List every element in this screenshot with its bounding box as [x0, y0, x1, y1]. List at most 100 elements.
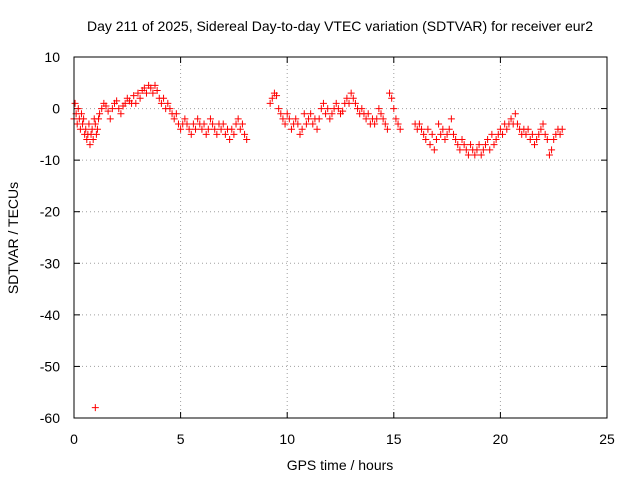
- data-point: [232, 120, 240, 128]
- data-point: [287, 125, 295, 133]
- data-point: [548, 146, 556, 154]
- data-point: [511, 110, 519, 118]
- data-point: [268, 94, 276, 102]
- data-point: [204, 125, 212, 133]
- data-point: [292, 115, 300, 123]
- data-point: [93, 125, 101, 133]
- y-tick-label: -50: [40, 358, 60, 374]
- data-point: [147, 84, 155, 92]
- data-point: [228, 125, 236, 133]
- data-point: [486, 146, 494, 154]
- data-point: [96, 110, 104, 118]
- data-point: [209, 120, 217, 128]
- data-point: [326, 115, 334, 123]
- data-point: [219, 120, 227, 128]
- data-point: [349, 94, 357, 102]
- data-point: [104, 107, 112, 115]
- data-point: [499, 130, 507, 138]
- axis-ticks: 0 5 10 15 20 25 10 0 -10 -20 -30 -40 -50 -60: [40, 49, 615, 447]
- data-point: [452, 136, 460, 144]
- data-point: [313, 125, 321, 133]
- data-point: [71, 99, 79, 107]
- data-point: [447, 115, 455, 123]
- data-point: [136, 94, 144, 102]
- data-point: [164, 99, 172, 107]
- data-point: [556, 130, 564, 138]
- data-point: [537, 125, 545, 133]
- data-point: [332, 99, 340, 107]
- data-point: [477, 151, 485, 159]
- data-point: [211, 125, 219, 133]
- data-point: [471, 151, 479, 159]
- y-axis-label: SDTVAR / TECUs: [5, 182, 21, 294]
- data-point: [454, 141, 462, 149]
- data-point: [243, 136, 251, 144]
- data-point: [189, 120, 197, 128]
- data-point: [305, 115, 313, 123]
- data-point: [183, 120, 191, 128]
- data-point: [142, 89, 150, 97]
- data-point: [550, 136, 558, 144]
- data-point: [117, 110, 125, 118]
- x-tick-label: 5: [177, 431, 185, 447]
- data-point: [85, 120, 93, 128]
- data-point: [507, 115, 515, 123]
- data-point: [390, 105, 398, 113]
- data-point: [279, 115, 287, 123]
- data-point: [328, 110, 336, 118]
- data-point: [213, 130, 221, 138]
- data-point: [377, 110, 385, 118]
- data-point: [396, 125, 404, 133]
- data-point: [392, 115, 400, 123]
- x-tick-label: 0: [70, 431, 78, 447]
- data-point: [82, 125, 90, 133]
- data-point: [192, 125, 200, 133]
- y-tick-label: -10: [40, 152, 60, 168]
- data-point: [277, 110, 285, 118]
- y-tick-label: -40: [40, 307, 60, 323]
- data-point: [492, 136, 500, 144]
- data-point: [194, 115, 202, 123]
- data-point: [437, 130, 445, 138]
- data-point: [160, 94, 168, 102]
- data-point: [528, 130, 536, 138]
- data-point: [458, 136, 466, 144]
- data-point: [351, 99, 359, 107]
- data-point: [294, 120, 302, 128]
- data-point: [460, 141, 468, 149]
- data-point: [200, 120, 208, 128]
- data-point: [343, 94, 351, 102]
- data-point: [226, 136, 234, 144]
- data-point: [177, 125, 185, 133]
- data-point: [475, 141, 483, 149]
- data-point: [266, 99, 274, 107]
- data-point: [206, 115, 214, 123]
- data-point: [503, 125, 511, 133]
- data-point: [185, 125, 193, 133]
- data-point: [273, 92, 281, 100]
- data-point: [80, 115, 88, 123]
- data-point: [285, 115, 293, 123]
- data-point: [424, 125, 432, 133]
- data-point: [309, 120, 317, 128]
- data-point: [522, 130, 530, 138]
- data-point: [170, 115, 178, 123]
- data-point: [441, 136, 449, 144]
- data-point: [172, 110, 180, 118]
- data-point: [91, 120, 99, 128]
- data-point: [238, 120, 246, 128]
- data-point: [198, 125, 206, 133]
- chart-title: Day 211 of 2025, Sidereal Day-to-day VTE…: [87, 18, 593, 34]
- data-point: [490, 141, 498, 149]
- data-point: [149, 89, 157, 97]
- data-point: [362, 115, 370, 123]
- data-point: [464, 151, 472, 159]
- y-tick-label: -30: [40, 255, 60, 271]
- data-point: [86, 141, 94, 149]
- data-point: [422, 136, 430, 144]
- data-point: [241, 130, 249, 138]
- data-point: [181, 115, 189, 123]
- data-point: [132, 99, 140, 107]
- data-point: [545, 151, 553, 159]
